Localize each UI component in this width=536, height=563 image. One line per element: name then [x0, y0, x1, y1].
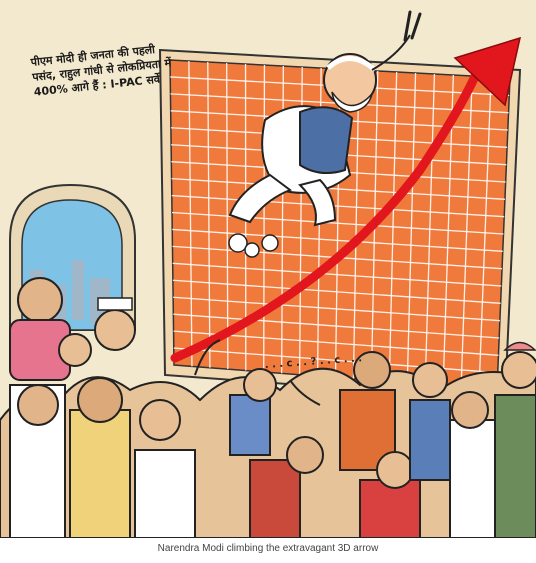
chart-board [158, 48, 522, 402]
grid-line-horizontal [173, 313, 500, 339]
grid-line-vertical [478, 76, 492, 389]
crowd-of-onlookers [0, 277, 536, 538]
image-caption: Narendra Modi climbing the extravagant 3… [157, 543, 379, 554]
grid-line-vertical [460, 75, 473, 388]
rising-arrow [170, 36, 522, 363]
flying-leader-figure [228, 10, 422, 258]
cartoon-illustration: . . . c . . ? . . c . . . [0, 0, 536, 538]
